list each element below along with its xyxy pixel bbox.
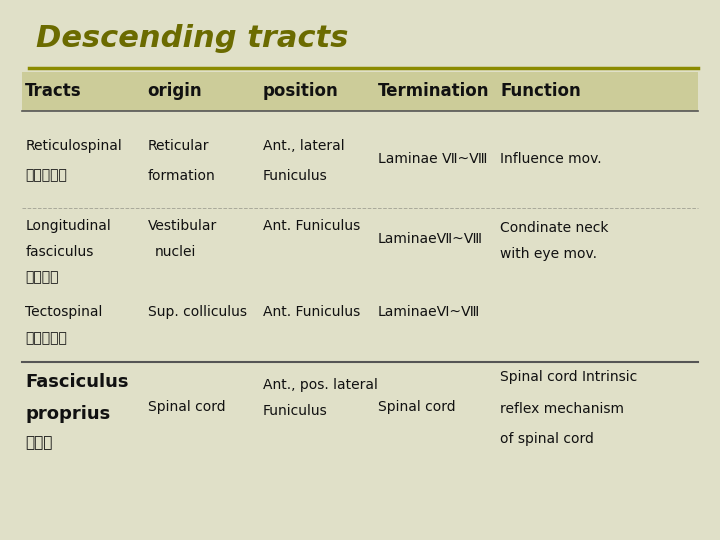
Text: 固有束: 固有束 bbox=[25, 435, 53, 450]
Text: Laminae Ⅶ~Ⅷ: Laminae Ⅶ~Ⅷ bbox=[378, 152, 487, 166]
Text: Ant. Funiculus: Ant. Funiculus bbox=[263, 219, 360, 233]
Text: Reticulospinal: Reticulospinal bbox=[25, 139, 122, 153]
Text: of spinal cord: of spinal cord bbox=[500, 432, 594, 446]
Text: LaminaeⅥ~Ⅷ: LaminaeⅥ~Ⅷ bbox=[378, 305, 480, 319]
Text: Tracts: Tracts bbox=[25, 82, 82, 100]
FancyBboxPatch shape bbox=[22, 72, 698, 111]
Text: 顶盖脊髓束: 顶盖脊髓束 bbox=[25, 331, 67, 345]
Text: Spinal cord Intrinsic: Spinal cord Intrinsic bbox=[500, 370, 638, 384]
Text: 网状脊髓束: 网状脊髓束 bbox=[25, 168, 67, 183]
Text: nuclei: nuclei bbox=[155, 245, 196, 259]
Text: 内侧纵束: 内侧纵束 bbox=[25, 271, 59, 285]
Text: Longitudinal: Longitudinal bbox=[25, 219, 111, 233]
Text: Ant., lateral: Ant., lateral bbox=[263, 139, 344, 153]
Text: Funiculus: Funiculus bbox=[263, 404, 328, 418]
Text: formation: formation bbox=[148, 168, 215, 183]
Text: Condinate neck: Condinate neck bbox=[500, 221, 609, 235]
Text: Reticular: Reticular bbox=[148, 139, 209, 153]
Text: Sup. colliculus: Sup. colliculus bbox=[148, 305, 246, 319]
Text: Spinal cord: Spinal cord bbox=[378, 400, 456, 414]
Text: Ant. Funiculus: Ant. Funiculus bbox=[263, 305, 360, 319]
Text: proprius: proprius bbox=[25, 405, 110, 423]
Text: LaminaeⅦ~Ⅷ: LaminaeⅦ~Ⅷ bbox=[378, 232, 483, 246]
Text: Tectospinal: Tectospinal bbox=[25, 305, 102, 319]
Text: Termination: Termination bbox=[378, 82, 490, 100]
Text: fasciculus: fasciculus bbox=[25, 245, 94, 259]
Text: Vestibular: Vestibular bbox=[148, 219, 217, 233]
Text: Spinal cord: Spinal cord bbox=[148, 400, 225, 414]
Text: Funiculus: Funiculus bbox=[263, 168, 328, 183]
Text: Influence mov.: Influence mov. bbox=[500, 152, 602, 166]
Text: origin: origin bbox=[148, 82, 202, 100]
Text: Function: Function bbox=[500, 82, 581, 100]
Text: position: position bbox=[263, 82, 338, 100]
Text: Fasciculus: Fasciculus bbox=[25, 373, 129, 390]
Text: with eye mov.: with eye mov. bbox=[500, 247, 598, 261]
Text: reflex mechanism: reflex mechanism bbox=[500, 402, 624, 416]
Text: Descending tracts: Descending tracts bbox=[36, 24, 348, 53]
Text: Ant., pos. lateral: Ant., pos. lateral bbox=[263, 378, 378, 392]
